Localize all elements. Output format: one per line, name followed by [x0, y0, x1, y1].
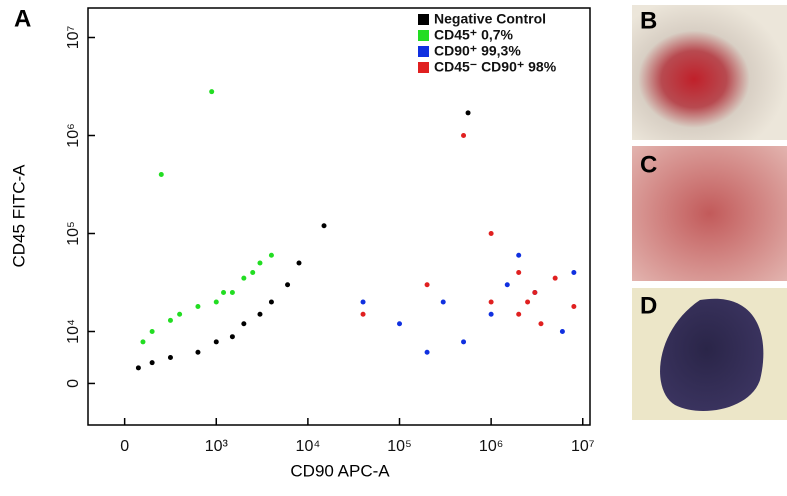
y-axis-title: CD45 FITC-A [9, 164, 28, 268]
y-tick-label: 0 [65, 379, 82, 388]
legend-label: CD90⁺ 99,3% [434, 43, 521, 59]
point [488, 299, 494, 305]
x-tick-label: 10⁴ [296, 438, 321, 455]
point [209, 89, 215, 95]
point [461, 339, 467, 345]
point [241, 321, 247, 327]
point [532, 290, 538, 296]
point [177, 311, 183, 317]
panel-label: B [640, 7, 657, 34]
point [195, 349, 201, 355]
point [149, 360, 155, 366]
panel-label: D [640, 292, 657, 319]
point [424, 349, 430, 355]
y-tick-label: 10⁴ [65, 319, 82, 344]
legend-label: CD45⁻ CD90⁺ 98% [434, 59, 557, 75]
panel-label: C [640, 151, 657, 178]
point [516, 311, 522, 317]
point [397, 321, 403, 327]
point [257, 260, 263, 266]
point [149, 329, 155, 335]
point [268, 299, 274, 305]
point [516, 252, 522, 258]
x-axis-title: CD90 APC-A [290, 461, 390, 480]
point [504, 282, 510, 288]
point [221, 290, 227, 296]
point [213, 339, 219, 345]
point [135, 365, 141, 371]
x-tick-label: 10⁶ [479, 438, 503, 455]
legend-swatch [418, 30, 429, 41]
point [213, 299, 219, 305]
x-tick-label: 0 [120, 438, 129, 455]
image-c [632, 146, 787, 281]
point [552, 275, 558, 281]
point [167, 317, 173, 323]
point [285, 282, 291, 288]
point [268, 252, 274, 258]
image-b [632, 5, 787, 140]
x-tick-label: 10³ [205, 438, 229, 455]
point [360, 299, 366, 305]
point [296, 260, 302, 266]
legend-swatch [418, 62, 429, 73]
panel-label: A [14, 5, 31, 32]
x-tick-label: 10⁵ [387, 438, 411, 455]
point [488, 311, 494, 317]
x-tick-label: 10⁷ [571, 438, 595, 455]
point [424, 282, 430, 288]
y-tick-label: 10⁵ [65, 221, 82, 245]
point [571, 303, 577, 309]
legend-swatch [418, 46, 429, 57]
point [158, 172, 164, 178]
point [229, 290, 235, 296]
point [250, 270, 256, 276]
point [167, 354, 173, 360]
point [538, 321, 544, 327]
point [257, 311, 263, 317]
point [516, 270, 522, 276]
point [559, 329, 565, 335]
point [360, 311, 366, 317]
point [140, 339, 146, 345]
y-tick-label: 10⁶ [65, 123, 82, 147]
point [241, 275, 247, 281]
point [525, 299, 531, 305]
point [440, 299, 446, 305]
point [195, 303, 201, 309]
legend-label: CD45⁺ 0,7% [434, 27, 514, 43]
legend-label: Negative Control [434, 11, 546, 27]
point [229, 334, 235, 340]
point [461, 133, 467, 139]
plot-frame [87, 7, 591, 426]
point [488, 231, 494, 237]
y-tick-label: 10⁷ [65, 26, 82, 50]
point [571, 270, 577, 276]
point [321, 223, 327, 229]
legend-swatch [418, 14, 429, 25]
pellet [660, 298, 764, 412]
point [465, 110, 471, 116]
